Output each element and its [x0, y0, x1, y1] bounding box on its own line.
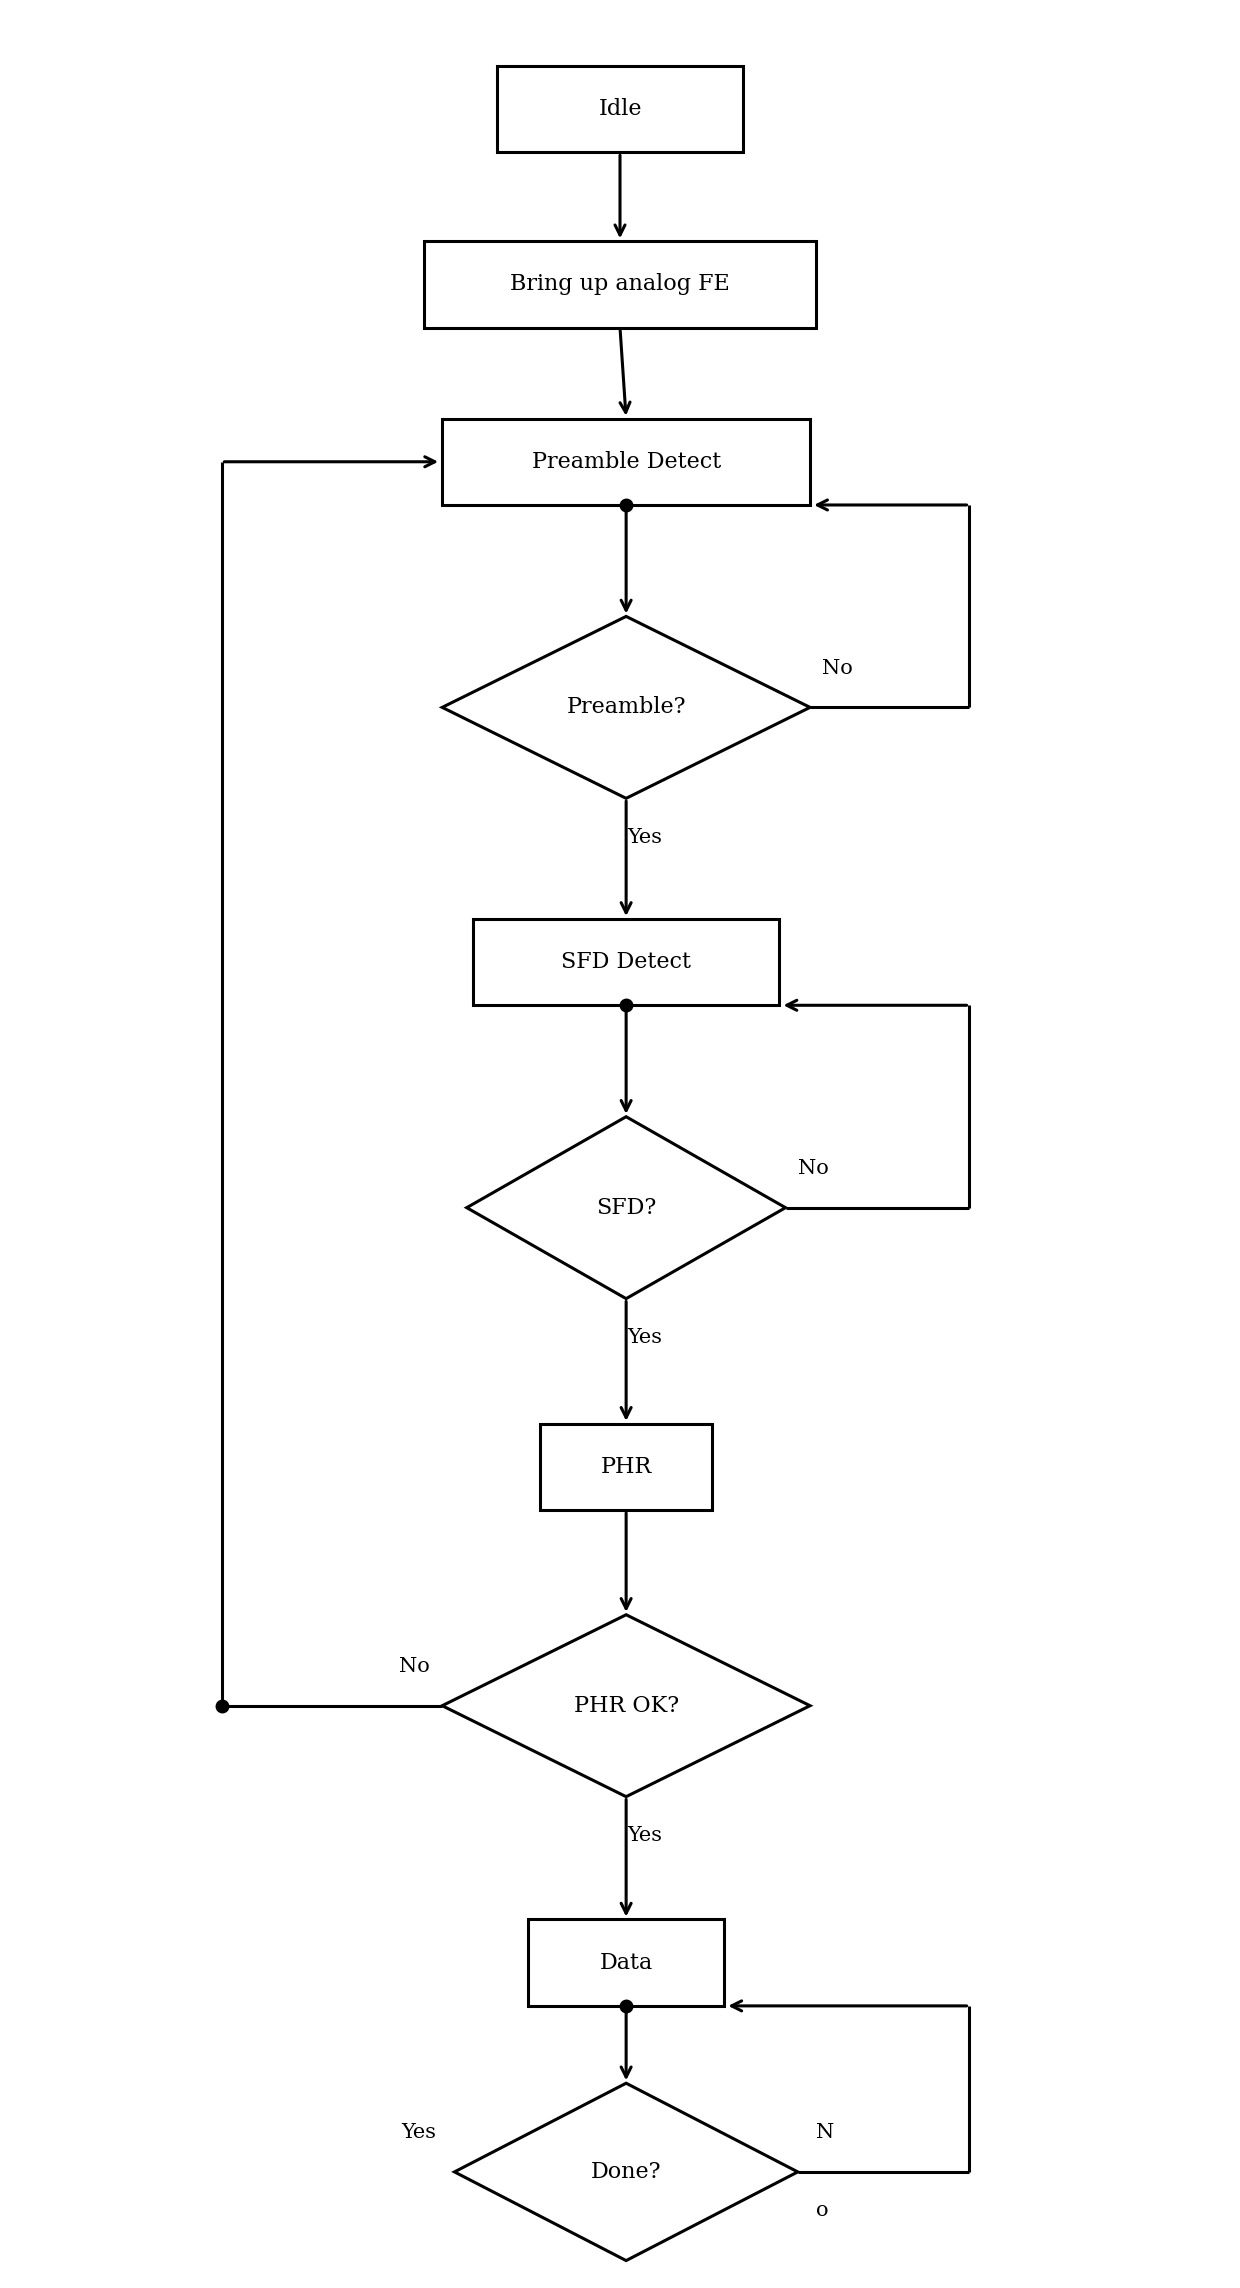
Text: Yes: Yes — [627, 828, 662, 847]
Bar — [528, 1920, 724, 2007]
Text: SFD Detect: SFD Detect — [562, 952, 691, 972]
Text: Preamble?: Preamble? — [567, 696, 686, 718]
Text: o: o — [816, 2201, 828, 2219]
Polygon shape — [443, 1615, 810, 1796]
Text: Yes: Yes — [401, 2123, 436, 2142]
Text: Preamble Detect: Preamble Detect — [532, 451, 720, 474]
Bar — [472, 920, 780, 1004]
Text: No: No — [822, 659, 853, 677]
Polygon shape — [443, 615, 810, 799]
Bar — [424, 240, 816, 327]
Polygon shape — [466, 1117, 785, 1300]
Text: Data: Data — [599, 1952, 652, 1975]
Text: SFD?: SFD? — [596, 1197, 656, 1220]
Text: Yes: Yes — [627, 1329, 662, 1348]
Text: N: N — [816, 2123, 835, 2142]
Bar — [541, 1423, 712, 1510]
Bar — [497, 66, 743, 153]
Text: PHR OK?: PHR OK? — [574, 1695, 678, 1716]
Text: No: No — [797, 1160, 828, 1178]
Text: No: No — [399, 1657, 430, 1677]
Text: Done?: Done? — [591, 2160, 661, 2183]
Bar — [443, 419, 810, 506]
Text: Idle: Idle — [598, 98, 642, 121]
Text: Bring up analog FE: Bring up analog FE — [510, 272, 730, 295]
Text: PHR: PHR — [600, 1455, 652, 1478]
Polygon shape — [455, 2082, 797, 2261]
Text: Yes: Yes — [627, 1826, 662, 1844]
